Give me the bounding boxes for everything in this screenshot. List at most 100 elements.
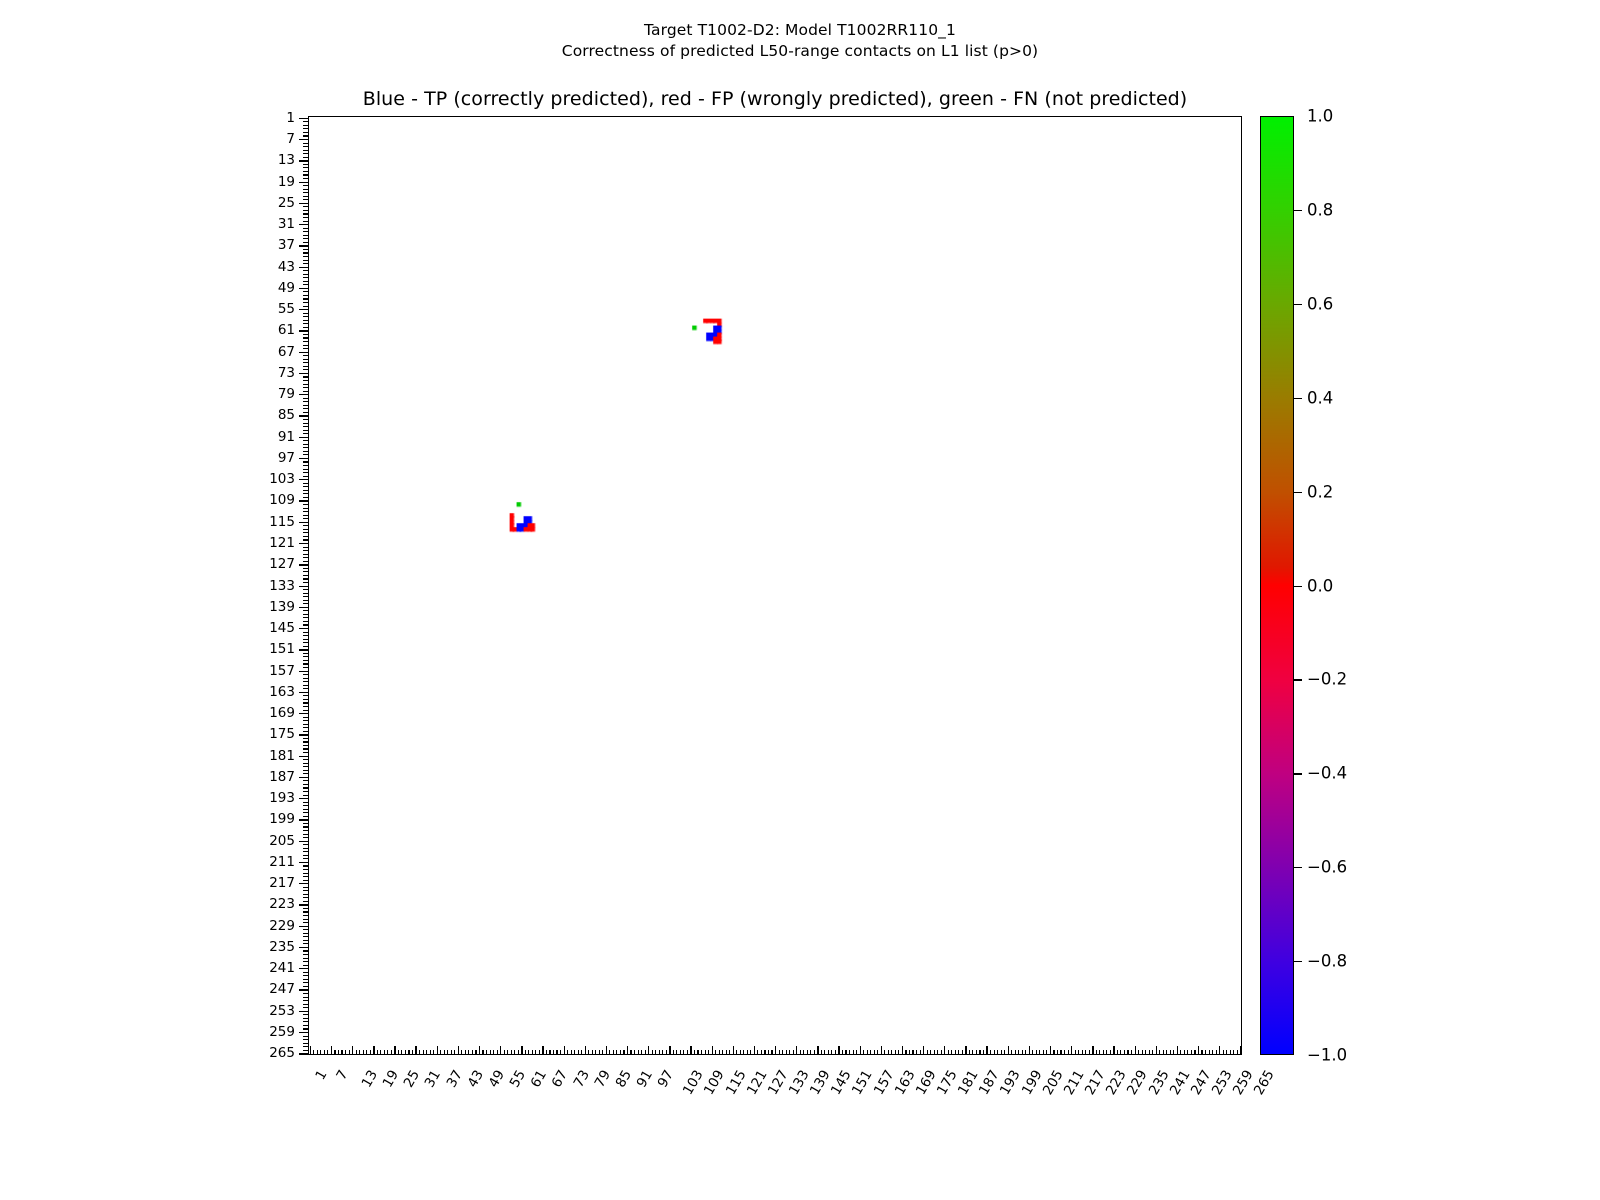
x-tick-minor <box>820 1050 822 1055</box>
y-tick-major <box>299 415 308 417</box>
y-tick-minor <box>303 645 308 647</box>
y-tick-label: 211 <box>269 853 295 870</box>
x-tick-minor <box>841 1050 844 1055</box>
x-tick-minor <box>595 1050 597 1055</box>
y-tick-major <box>299 649 308 651</box>
y-tick-minor <box>303 766 308 768</box>
y-tick-label: 193 <box>269 790 295 807</box>
x-tick-minor <box>426 1050 428 1055</box>
colorbar-tick <box>1294 867 1302 869</box>
x-tick-minor <box>552 1050 555 1055</box>
x-tick-minor <box>1187 1050 1189 1055</box>
y-tick-label: 199 <box>269 811 295 828</box>
x-tick-minor <box>1106 1050 1108 1055</box>
x-tick-minor <box>912 1050 914 1055</box>
x-tick-label: 19 <box>379 1067 403 1091</box>
x-tick-label: 199 <box>1018 1067 1046 1098</box>
x-tick-minor <box>560 1050 562 1055</box>
x-tick-minor <box>641 1050 643 1055</box>
x-tick-major <box>521 1046 523 1055</box>
y-tick-minor <box>303 199 308 201</box>
x-tick-minor <box>891 1050 893 1055</box>
y-tick-minor <box>303 486 308 488</box>
y-tick-minor <box>303 518 308 520</box>
x-tick-label: 211 <box>1060 1067 1088 1098</box>
y-tick-minor <box>303 185 308 187</box>
x-tick-minor <box>556 1050 558 1055</box>
x-tick-minor <box>1215 1050 1217 1055</box>
y-tick-label: 37 <box>277 237 295 254</box>
x-tick-label: 103 <box>680 1067 707 1098</box>
x-tick-major <box>1155 1046 1157 1055</box>
y-tick-label: 19 <box>277 173 295 190</box>
x-tick-minor <box>1067 1050 1069 1055</box>
y-tick-major <box>299 139 308 141</box>
x-tick-minor <box>700 1050 703 1055</box>
x-tick-minor <box>951 1050 953 1055</box>
x-tick-minor <box>320 1050 322 1055</box>
x-tick-major <box>457 1046 460 1055</box>
x-tick-major <box>1219 1046 1221 1055</box>
x-tick-minor <box>538 1050 540 1055</box>
y-tick-minor <box>303 326 308 328</box>
y-tick-minor <box>303 514 308 516</box>
y-tick-label: 235 <box>269 938 295 955</box>
y-tick-minor <box>303 1021 308 1023</box>
y-tick-label: 163 <box>269 683 295 700</box>
x-tick-minor <box>471 1050 473 1055</box>
x-tick-minor <box>1226 1050 1228 1055</box>
y-tick-minor <box>303 674 308 676</box>
x-tick-minor <box>919 1050 921 1055</box>
y-tick-major <box>299 394 308 396</box>
x-tick-minor <box>616 1050 618 1055</box>
y-tick-minor <box>303 769 308 771</box>
y-tick-major <box>299 436 308 438</box>
x-tick-minor <box>1229 1050 1231 1055</box>
colorbar-tick-label: −0.4 <box>1307 763 1348 783</box>
x-tick-minor <box>831 1050 833 1055</box>
y-tick-minor <box>303 603 308 605</box>
colorbar-tick <box>1294 961 1302 963</box>
y-tick-minor <box>303 698 308 700</box>
x-tick-minor <box>1004 1050 1006 1055</box>
x-tick-minor <box>683 1050 685 1055</box>
x-tick-minor <box>930 1050 932 1055</box>
x-tick-minor <box>845 1050 847 1055</box>
y-tick-minor <box>303 248 308 250</box>
y-tick-minor <box>303 659 308 661</box>
y-tick-minor <box>303 397 308 399</box>
x-tick-minor <box>475 1050 477 1055</box>
y-tick-minor <box>303 837 308 839</box>
x-tick-minor <box>1039 1050 1041 1055</box>
y-tick-minor <box>303 294 308 297</box>
y-tick-major <box>299 628 308 630</box>
x-tick-minor <box>1025 1050 1027 1055</box>
x-tick-minor <box>369 1050 371 1055</box>
x-tick-label: 25 <box>400 1067 424 1091</box>
x-tick-minor <box>517 1050 519 1055</box>
x-tick-minor <box>637 1050 639 1055</box>
y-tick-minor <box>303 553 308 555</box>
y-tick-label: 241 <box>269 960 295 977</box>
y-tick-major <box>299 266 308 268</box>
y-tick-label: 265 <box>269 1045 295 1062</box>
y-tick-label: 67 <box>277 343 295 360</box>
y-tick-minor <box>303 401 308 403</box>
y-tick-minor <box>303 681 308 683</box>
x-tick-label: 13 <box>358 1067 382 1091</box>
y-tick-minor <box>303 571 308 573</box>
colorbar-tick-label: 0.4 <box>1307 388 1334 408</box>
x-tick-minor <box>806 1050 808 1055</box>
y-tick-minor <box>303 709 308 711</box>
x-tick-minor <box>644 1050 646 1055</box>
y-tick-label: 133 <box>269 577 295 594</box>
x-tick-minor <box>337 1050 340 1055</box>
y-tick-minor <box>303 234 308 236</box>
x-tick-minor <box>1138 1050 1140 1055</box>
x-tick-minor <box>778 1050 780 1055</box>
x-axis-major-ticks <box>308 116 1242 1055</box>
chart-title-line2: Correctness of predicted L50-range conta… <box>561 42 1039 60</box>
y-tick-minor <box>303 532 308 534</box>
y-tick-major <box>299 691 308 694</box>
y-tick-minor <box>303 365 308 367</box>
